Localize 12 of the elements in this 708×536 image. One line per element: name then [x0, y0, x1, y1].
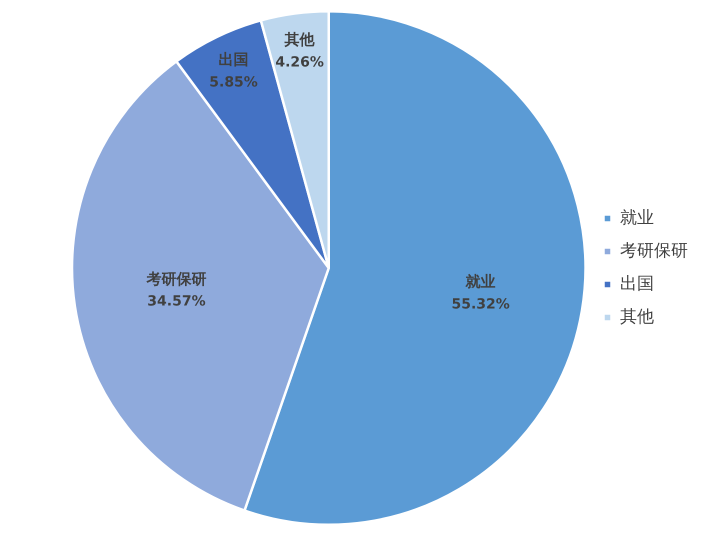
- data-label: 55.32%: [451, 296, 510, 312]
- legend-label: 就业: [620, 208, 654, 228]
- slice-label: 就业: [464, 272, 496, 291]
- data-label: 34.57%: [147, 294, 206, 310]
- slice-label: 其他: [284, 30, 316, 49]
- data-label: 5.85%: [209, 74, 258, 90]
- legend-label: 考研保研: [620, 240, 688, 261]
- slice-label: 考研保研: [145, 270, 206, 288]
- legend-label: 其他: [620, 306, 654, 327]
- slice-label: 出国: [218, 50, 249, 69]
- legend-label: 出国: [620, 274, 654, 294]
- data-label: 4.26%: [275, 54, 324, 70]
